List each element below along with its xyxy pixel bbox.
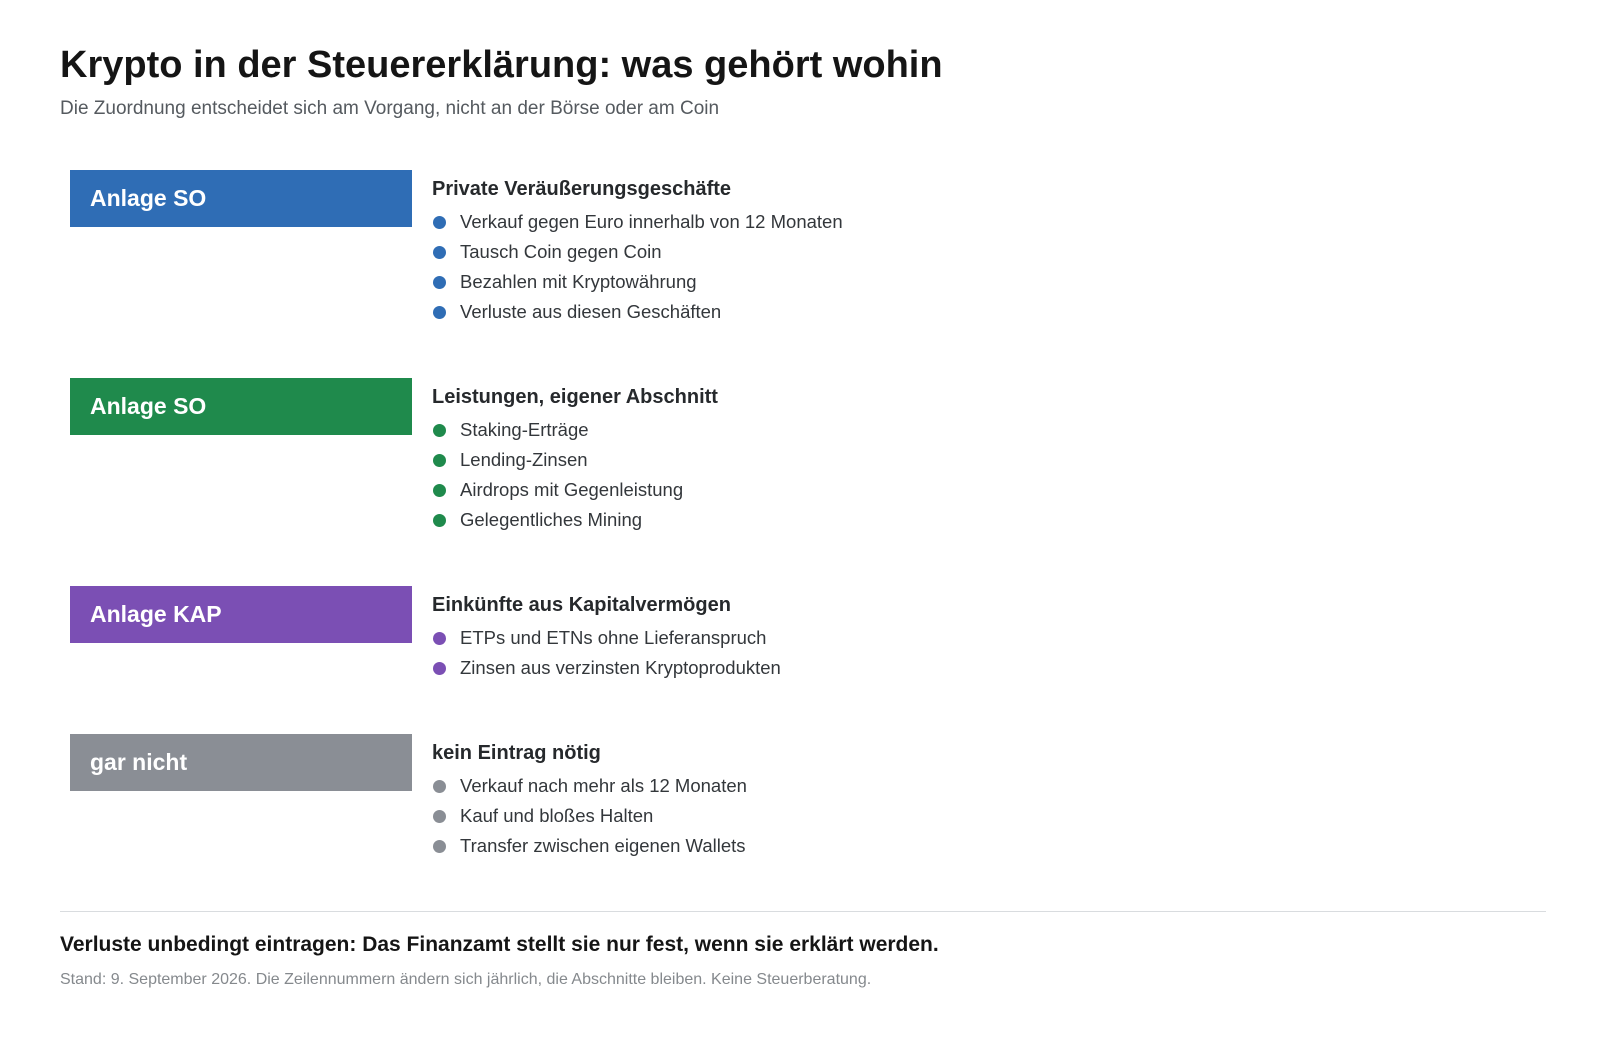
category-item-list: Staking-Erträge Lending-Zinsen Airdrops mi… <box>432 417 718 537</box>
list-item-label: ETPs und ETNs ohne Lieferanspruch <box>460 627 767 648</box>
list-item-label: Lending-Zinsen <box>460 449 588 470</box>
list-item-label: Tausch Coin gegen Coin <box>460 241 662 262</box>
category-heading: Einkünfte aus Kapitalvermögen <box>432 594 731 616</box>
category-heading: Private Veräußerungsgeschäfte <box>432 178 732 200</box>
category-badge: Anlage KAP <box>70 586 412 643</box>
list-item-label: Staking-Erträge <box>460 419 589 440</box>
category-content: Private Veräußerungsgeschäfte Verkauf ge… <box>432 176 843 329</box>
footer-note: Verluste unbedingt eintragen: Das Finanz… <box>60 933 939 956</box>
bullet-dot-icon <box>433 306 446 319</box>
list-item-label: Verkauf nach mehr als 12 Monaten <box>460 775 747 796</box>
category-content: Leistungen, eigener Abschnitt Staking-Er… <box>432 384 718 537</box>
footer-divider <box>60 911 1546 912</box>
list-item: ETPs und ETNs ohne Lieferanspruch <box>432 625 781 655</box>
list-item: Tausch Coin gegen Coin <box>432 239 843 269</box>
list-item-label: Gelegentliches Mining <box>460 509 643 530</box>
bullet-dot-icon <box>433 216 446 229</box>
list-item-label: Zinsen aus verzinsten Kryptoprodukten <box>460 657 781 678</box>
category-badge: Anlage SO <box>70 378 412 435</box>
list-item: Verluste aus diesen Geschäften <box>432 299 843 329</box>
bullet-dot-icon <box>433 514 446 527</box>
category-heading: Leistungen, eigener Abschnitt <box>432 386 718 408</box>
category-item-list: ETPs und ETNs ohne Lieferanspruch Zinsen … <box>432 625 781 685</box>
bullet-dot-icon <box>433 454 446 467</box>
category-item-list: Verkauf gegen Euro innerhalb von 12 Mona… <box>432 209 843 329</box>
bullet-dot-icon <box>433 780 446 793</box>
list-item-label: Airdrops mit Gegenleistung <box>460 479 684 500</box>
list-item-label: Verkauf gegen Euro innerhalb von 12 Mona… <box>460 211 843 232</box>
list-item-label: Verluste aus diesen Geschäften <box>460 301 722 322</box>
category-item-list: Verkauf nach mehr als 12 Monaten Kauf und… <box>432 773 747 863</box>
category-content: Einkünfte aus Kapitalvermögen ETPs und E… <box>432 592 781 685</box>
bullet-dot-icon <box>433 840 446 853</box>
bullet-dot-icon <box>433 246 446 259</box>
page-subtitle: Die Zuordnung entscheidet sich am Vorgan… <box>60 98 720 119</box>
list-item: Kauf und bloßes Halten <box>432 803 747 833</box>
bullet-dot-icon <box>433 632 446 645</box>
bullet-dot-icon <box>433 810 446 823</box>
bullet-dot-icon <box>433 484 446 497</box>
bullet-dot-icon <box>433 662 446 675</box>
list-item: Gelegentliches Mining <box>432 507 718 537</box>
category-heading: kein Eintrag nötig <box>432 742 601 764</box>
list-item: Airdrops mit Gegenleistung <box>432 477 718 507</box>
bullet-dot-icon <box>433 276 446 289</box>
list-item: Transfer zwischen eigenen Wallets <box>432 833 747 863</box>
list-item: Verkauf nach mehr als 12 Monaten <box>432 773 747 803</box>
footer-stand-note: Stand: 9. September 2026. Die Zeilennumm… <box>60 971 872 988</box>
list-item: Verkauf gegen Euro innerhalb von 12 Mona… <box>432 209 843 239</box>
list-item: Zinsen aus verzinsten Kryptoprodukten <box>432 655 781 685</box>
category-content: kein Eintrag nötig Verkauf nach mehr als… <box>432 740 747 863</box>
list-item: Bezahlen mit Kryptowährung <box>432 269 843 299</box>
list-item-label: Transfer zwischen eigenen Wallets <box>460 835 746 856</box>
page-title: Krypto in der Steuererklärung: was gehör… <box>60 44 943 86</box>
bullet-dot-icon <box>433 424 446 437</box>
category-badge: gar nicht <box>70 734 412 791</box>
list-item-label: Bezahlen mit Kryptowährung <box>460 271 697 292</box>
list-item: Lending-Zinsen <box>432 447 718 477</box>
category-badge: Anlage SO <box>70 170 412 227</box>
list-item-label: Kauf und bloßes Halten <box>460 805 654 826</box>
list-item: Staking-Erträge <box>432 417 718 447</box>
